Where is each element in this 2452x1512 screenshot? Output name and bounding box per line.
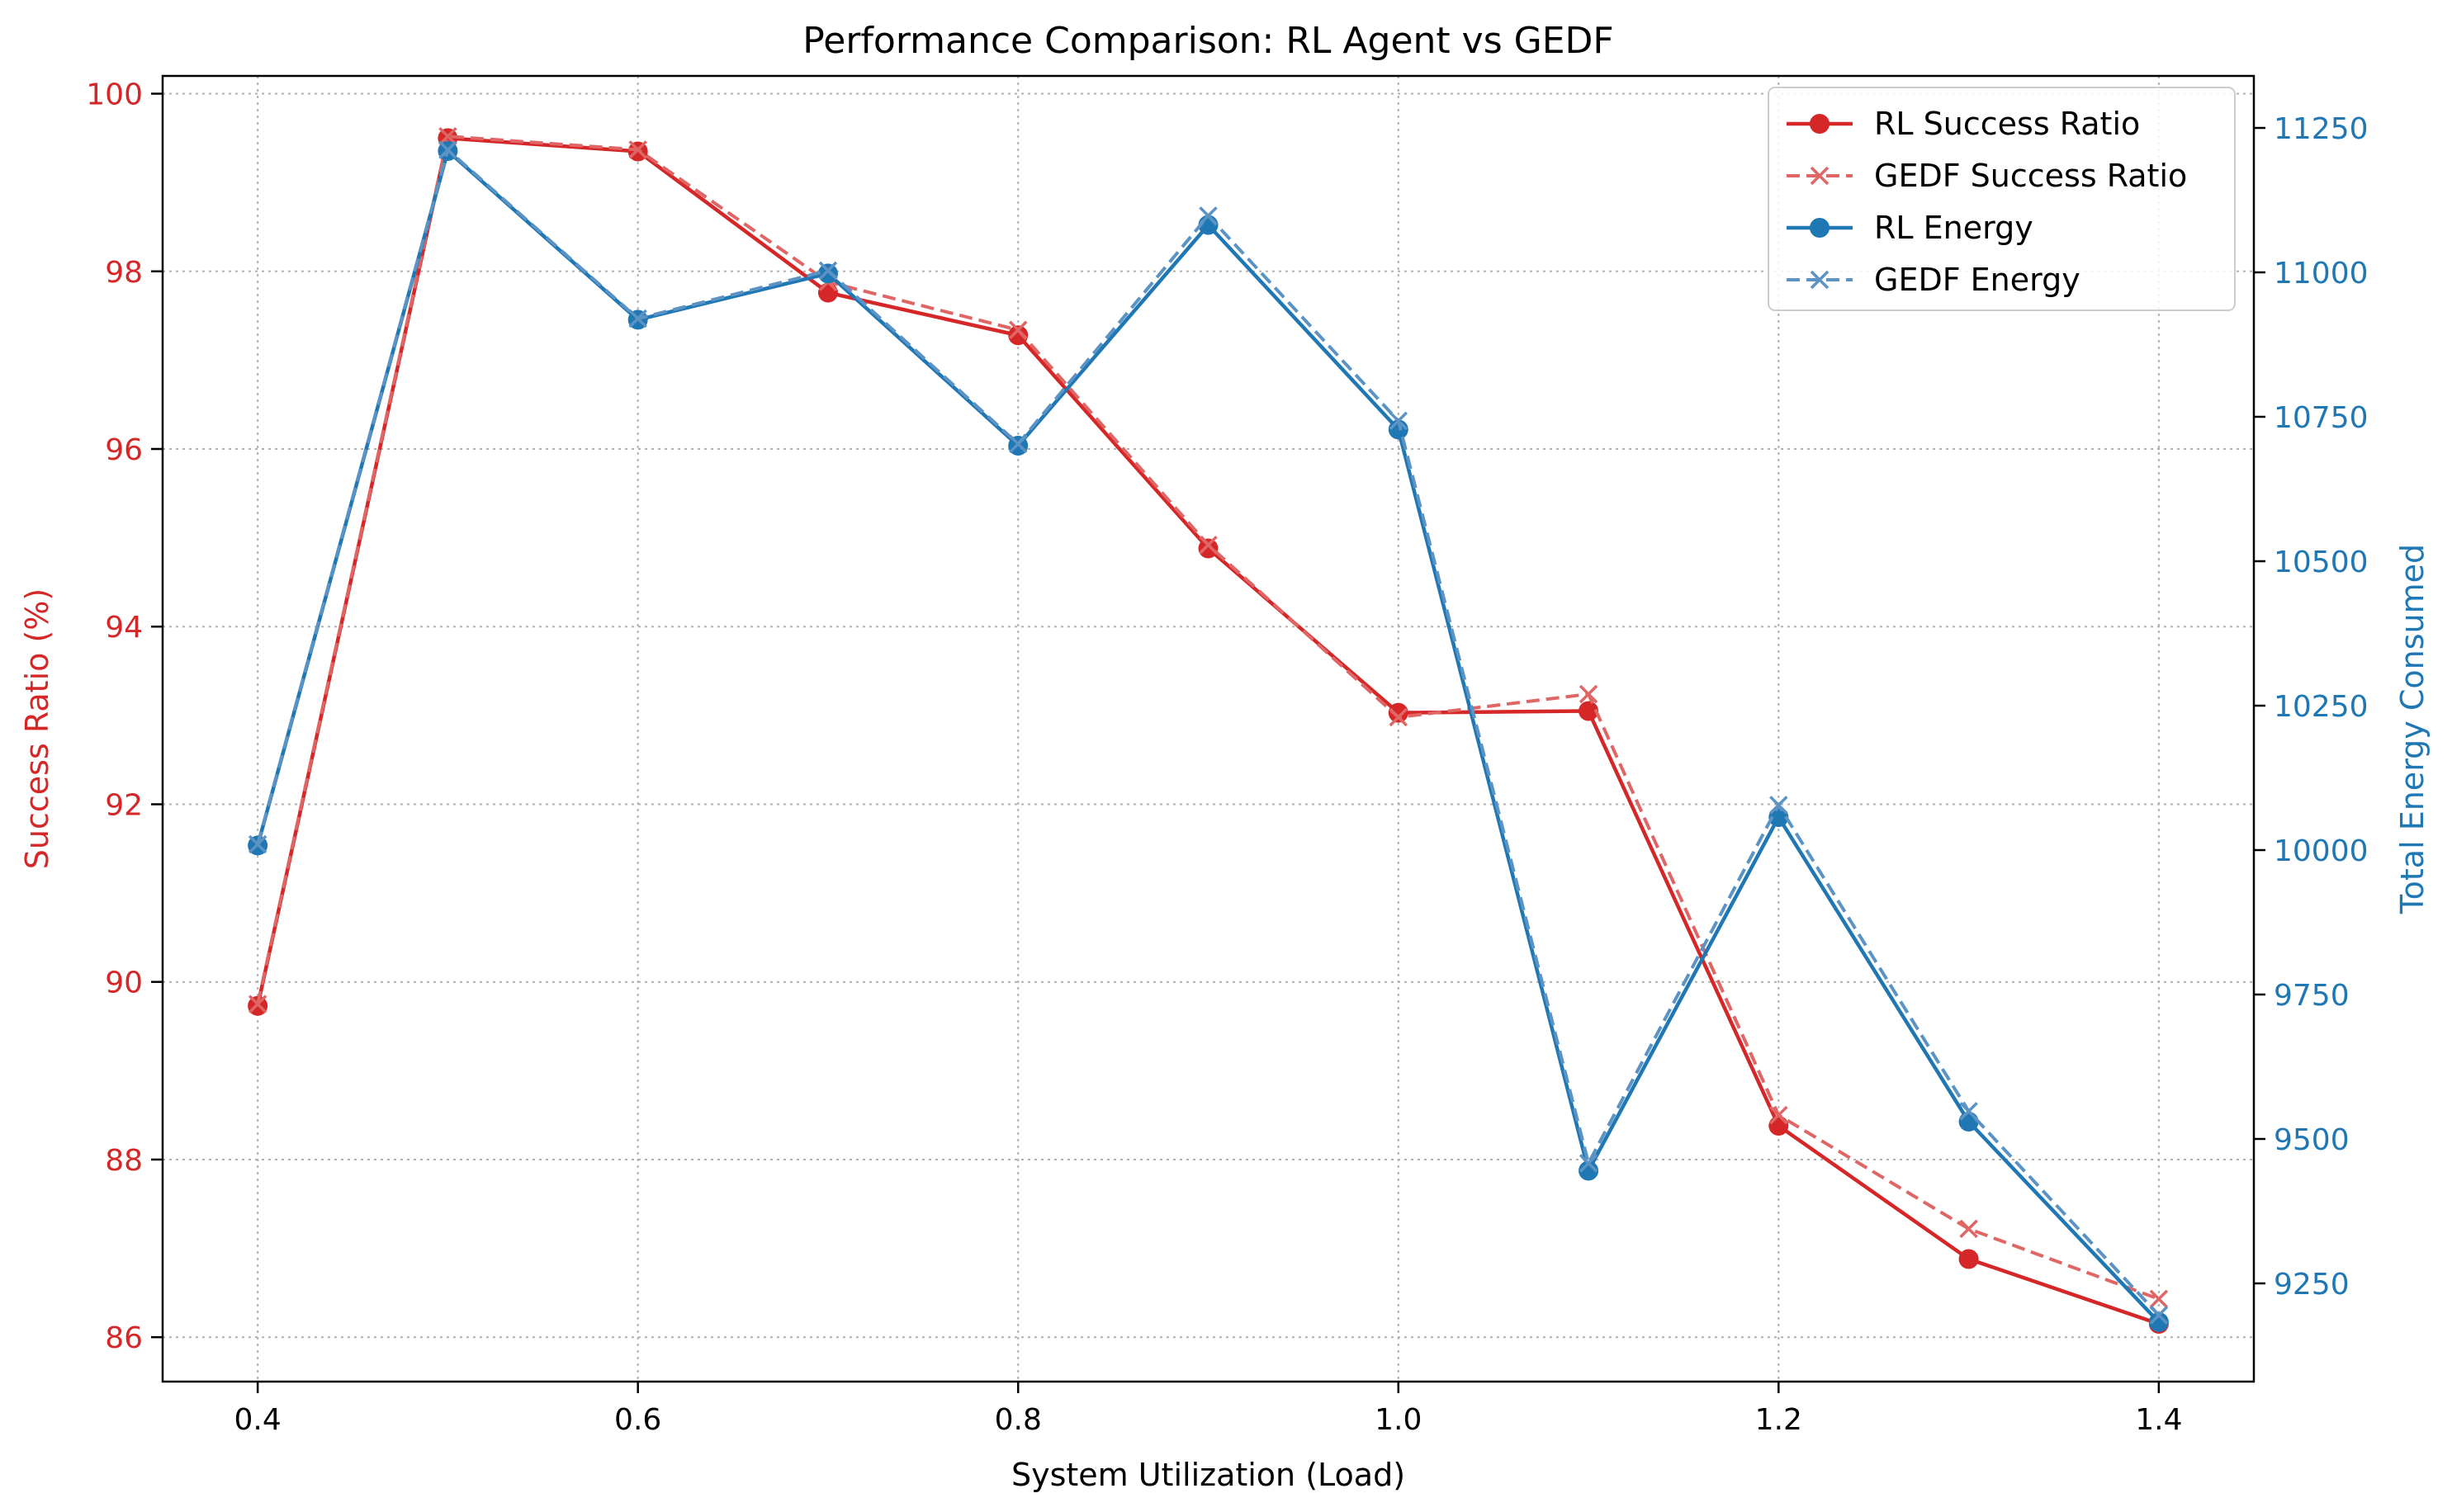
legend-item: GEDF Success Ratio [1787,158,2187,194]
data-point [1389,707,1408,727]
x-tick-label: 0.4 [234,1403,282,1437]
data-point [1959,1219,1978,1239]
chart-title: Performance Comparison: RL Agent vs GEDF [802,20,1613,62]
right-y-axis: 9250 9500 9750 10000 10250 10500 10750 11000 112… [2254,112,2369,1302]
data-point [818,261,838,281]
left-y-tick-label: 100 [86,78,143,112]
right-y-tick-label: 9500 [2274,1123,2350,1157]
data-point [1768,807,1789,828]
data-point [1198,538,1219,559]
data-point [1199,206,1218,225]
legend-item: RL Success Ratio [1787,106,2140,142]
legend-box [1768,87,2236,311]
series-gedf-success-ratio [248,126,2169,1309]
legend-item: RL Energy [1787,210,2033,246]
data-point [1958,1249,1979,1269]
right-y-tick-label: 9750 [2274,979,2350,1013]
data-point [1769,796,1788,815]
data-point [1958,1112,1979,1132]
left-y-tick-label: 98 [105,256,143,290]
x-axis: 0.4 0.6 0.8 1.0 1.2 1.4 [234,1382,2182,1437]
data-point [1388,702,1408,723]
grid-lines [163,76,2254,1382]
legend-item: GEDF Energy [1787,262,2080,298]
plot-frame [161,74,2256,1383]
data-point [1199,535,1218,555]
right-y-tick-label: 10750 [2274,401,2369,435]
left-y-tick-label: 88 [105,1144,143,1178]
data-point [1389,411,1408,431]
right-y-tick-label: 10500 [2274,546,2369,579]
legend-marker [1810,114,1830,134]
data-point [817,282,838,303]
x-tick-label: 0.8 [995,1403,1042,1437]
legend-label: GEDF Success Ratio [1874,158,2187,194]
data-point [2149,1306,2169,1325]
legend-marker [1810,218,1830,238]
legend-label: RL Success Ratio [1874,106,2140,142]
data-point [438,140,457,159]
legend-marker [1810,270,1830,290]
left-y-axis-title: Success Ratio (%) [19,588,55,869]
legend: RL Success Ratio GEDF Success Ratio RL Ene… [1768,87,2236,311]
x-tick-label: 0.6 [614,1403,661,1437]
legend-label: RL Energy [1874,210,2033,246]
right-y-tick-label: 10000 [2274,834,2369,868]
legend-marker [1810,166,1830,186]
data-point [2148,1311,2169,1332]
x-tick-label: 1.4 [2135,1403,2182,1437]
legend-label: GEDF Energy [1874,262,2080,298]
data-point [817,263,838,284]
right-y-tick-label: 10250 [2274,690,2369,724]
data-point [1579,701,1599,721]
x-tick-label: 1.0 [1375,1403,1422,1437]
data-point [1769,1105,1788,1125]
left-y-tick-label: 92 [105,788,143,822]
data-point [1008,320,1028,340]
data-point [1579,1154,1598,1173]
left-y-tick-label: 86 [105,1321,143,1355]
left-y-tick-label: 94 [105,611,143,645]
data-point [248,995,267,1014]
x-tick-label: 1.2 [1755,1403,1802,1437]
data-point [438,126,457,146]
right-y-tick-label: 11250 [2274,112,2369,146]
data-point [1008,325,1029,346]
data-point [1579,1160,1599,1181]
data-point [2149,1289,2169,1309]
data-point [628,140,647,159]
data-point [248,834,267,854]
left-y-tick-label: 90 [105,966,143,1000]
data-point [628,309,647,328]
right-y-axis-title: Total Energy Consumed [2394,544,2431,914]
left-y-axis: 86 88 90 92 94 96 98 100 [86,78,163,1355]
right-y-tick-label: 11000 [2274,257,2369,291]
right-y-tick-label: 9250 [2274,1268,2350,1302]
data-point [1579,684,1598,704]
series-gedf-energy [248,140,2169,1325]
x-axis-title: System Utilization (Load) [1011,1457,1405,1493]
left-y-tick-label: 96 [105,433,143,467]
data-point [1008,434,1028,454]
plot-series [248,126,2169,1335]
data-point [1959,1102,1978,1121]
data-point [1768,1116,1789,1136]
